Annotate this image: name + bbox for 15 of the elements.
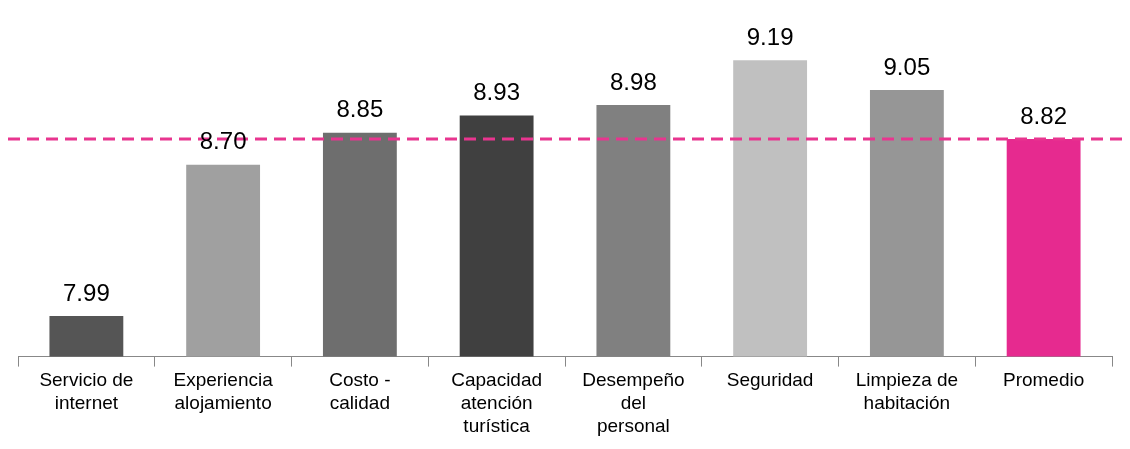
x-tick-label: Servicio de internet	[39, 369, 134, 414]
x-tick-label: Limpieza de habitación	[855, 369, 959, 414]
x-tick-label: Costo - calidad	[329, 369, 391, 414]
x-tick-label: Promedio	[1002, 369, 1085, 391]
data-label: 7.99	[63, 278, 110, 306]
x-tick-label: Capacidad atención turística	[451, 369, 543, 436]
x-tick-label: Experiencia alojamiento	[173, 369, 274, 414]
data-label: 8.98	[610, 67, 657, 95]
data-label: 9.19	[746, 22, 794, 50]
x-tick-label: Desempeño del personal	[582, 369, 685, 436]
data-label: 8.82	[1020, 101, 1067, 129]
data-label: 8.85	[336, 95, 384, 123]
data-label: 8.93	[473, 78, 520, 106]
data-label: 9.05	[883, 52, 931, 80]
x-tick-label: Seguridad	[726, 369, 814, 391]
